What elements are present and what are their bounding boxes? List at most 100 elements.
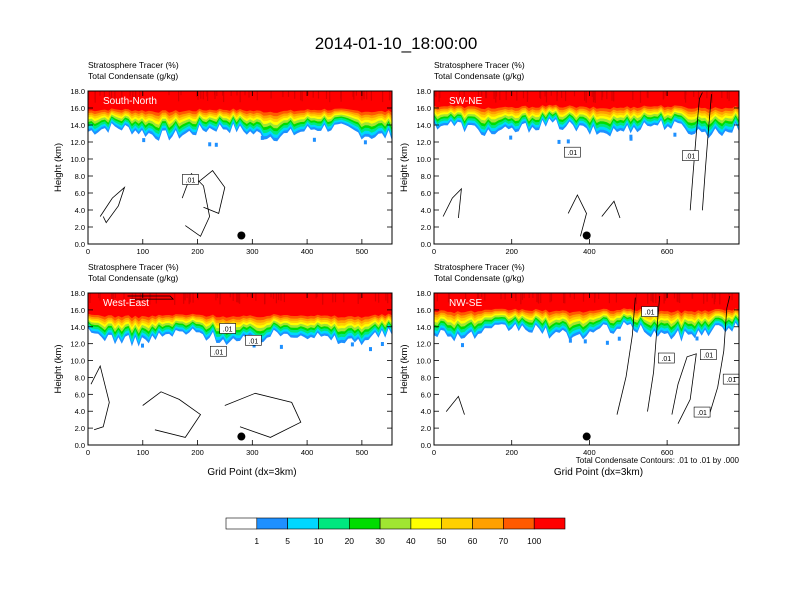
- tracer-streak: [99, 91, 101, 96]
- tracer-streak: [322, 293, 324, 305]
- panel-label: South-North: [103, 96, 157, 107]
- tracer-streak: [206, 91, 208, 97]
- y-tick-label: 10.0: [416, 357, 431, 366]
- tracer-streak: [485, 91, 488, 99]
- tracer-streak: [544, 91, 546, 97]
- y-tick-label: 16.0: [70, 306, 85, 315]
- tracer-streak: [438, 91, 440, 102]
- tracer-streak: [664, 293, 666, 301]
- panel-title-line2: Total Condensate (g/kg): [88, 71, 178, 81]
- tracer-patch: [509, 135, 513, 140]
- tracer-streak: [382, 91, 384, 103]
- tracer-field: [434, 293, 739, 424]
- contour-label: .01: [661, 356, 671, 363]
- colorbar-label: 1: [254, 536, 259, 546]
- tracer-streak: [307, 91, 309, 96]
- tracer-streak: [202, 91, 204, 100]
- tracer-streak: [499, 91, 501, 101]
- x-tick-label: 400: [583, 448, 596, 457]
- tracer-streak: [697, 91, 700, 100]
- x-tick-label: 300: [246, 448, 259, 457]
- tracer-streak: [223, 91, 225, 103]
- condensate-contour: [90, 364, 110, 431]
- tracer-streak: [515, 293, 517, 302]
- x-tick-label: 0: [86, 448, 90, 457]
- y-tick-label: 16.0: [70, 104, 85, 113]
- tracer-streak: [706, 293, 708, 302]
- condensate-contour: [99, 186, 126, 224]
- tracer-streak: [481, 91, 483, 97]
- y-tick-label: 6.0: [75, 189, 85, 198]
- tracer-streak: [180, 91, 182, 96]
- contour-label-box: [641, 306, 658, 317]
- location-marker: [582, 231, 591, 240]
- tracer-streak: [540, 293, 542, 303]
- tracer-streak: [334, 293, 337, 303]
- x-tick-label: 0: [432, 448, 436, 457]
- tracer-streak: [434, 91, 436, 97]
- y-axis-label: Height (km): [399, 344, 410, 393]
- x-axis-label: Grid Point (dx=3km): [207, 467, 296, 478]
- colorbar-box: [256, 517, 288, 530]
- location-marker: [237, 432, 246, 441]
- tracer-streak: [726, 91, 728, 99]
- tracer-streak: [677, 293, 679, 303]
- tracer-streak: [550, 293, 553, 302]
- tracer-streak: [132, 91, 134, 99]
- colorbar: 1 5 10 20 30 40 50 60 70 100: [225, 517, 566, 546]
- tracer-streak: [189, 293, 191, 303]
- condensate-contour: [601, 200, 621, 219]
- tracer-streak: [536, 293, 538, 303]
- tracer-streak: [139, 91, 141, 97]
- colorbar-box: [225, 517, 258, 530]
- x-tick-label: 600: [661, 247, 674, 256]
- tracer-streak: [458, 91, 461, 100]
- tracer-streak: [465, 293, 467, 305]
- tracer-streak: [283, 293, 285, 303]
- condensate-contour: [689, 92, 703, 211]
- tracer-streak: [527, 91, 529, 100]
- tracer-streak: [679, 293, 681, 303]
- x-axis-label: Grid Point (dx=3km): [554, 467, 643, 478]
- tracer-streak: [237, 293, 239, 303]
- tracer-streak: [613, 91, 615, 102]
- colorbar-label: 10: [314, 536, 324, 546]
- y-tick-label: 0.0: [75, 240, 85, 249]
- tracer-streak: [522, 91, 525, 99]
- y-tick-label: 4.0: [75, 206, 85, 215]
- location-marker: [237, 231, 246, 240]
- tracer-streak: [505, 91, 507, 101]
- tracer-patch: [350, 342, 354, 347]
- tracer-streak: [230, 91, 232, 96]
- tracer-streak: [721, 91, 723, 98]
- x-tick-label: 0: [86, 247, 90, 256]
- tracer-streak: [703, 293, 705, 304]
- colorbar-label: 5: [285, 536, 290, 546]
- panel-title-line1: Stratosphere Tracer (%): [88, 60, 179, 70]
- tracer-patch: [142, 138, 146, 143]
- tracer-streak: [94, 91, 96, 103]
- colorbar-label: 60: [468, 536, 478, 546]
- colorbar-label: 50: [437, 536, 447, 546]
- tracer-streak: [592, 91, 595, 103]
- tracer-patch: [380, 342, 384, 346]
- tracer-streak: [500, 293, 502, 300]
- tracer-streak: [485, 91, 487, 99]
- tracer-streak: [200, 91, 202, 99]
- tracer-streak: [222, 91, 224, 96]
- tracer-streak: [550, 91, 552, 96]
- tracer-streak: [272, 293, 275, 299]
- y-tick-label: 2.0: [75, 223, 85, 232]
- tracer-patch: [461, 343, 464, 348]
- panel-title-line1: Stratosphere Tracer (%): [88, 262, 179, 272]
- condensate-contour: [127, 295, 175, 300]
- footnote: Total Condensate Contours: .01 to .01 by…: [576, 456, 740, 465]
- y-axis-label: Height (km): [53, 344, 64, 393]
- tracer-streak: [214, 91, 216, 99]
- tracer-streak: [584, 91, 586, 101]
- tracer-streak: [89, 293, 91, 299]
- contour-label-box: [700, 349, 717, 360]
- tracer-streak: [301, 91, 303, 102]
- tracer-streak: [357, 293, 359, 304]
- y-tick-label: 8.0: [75, 172, 85, 181]
